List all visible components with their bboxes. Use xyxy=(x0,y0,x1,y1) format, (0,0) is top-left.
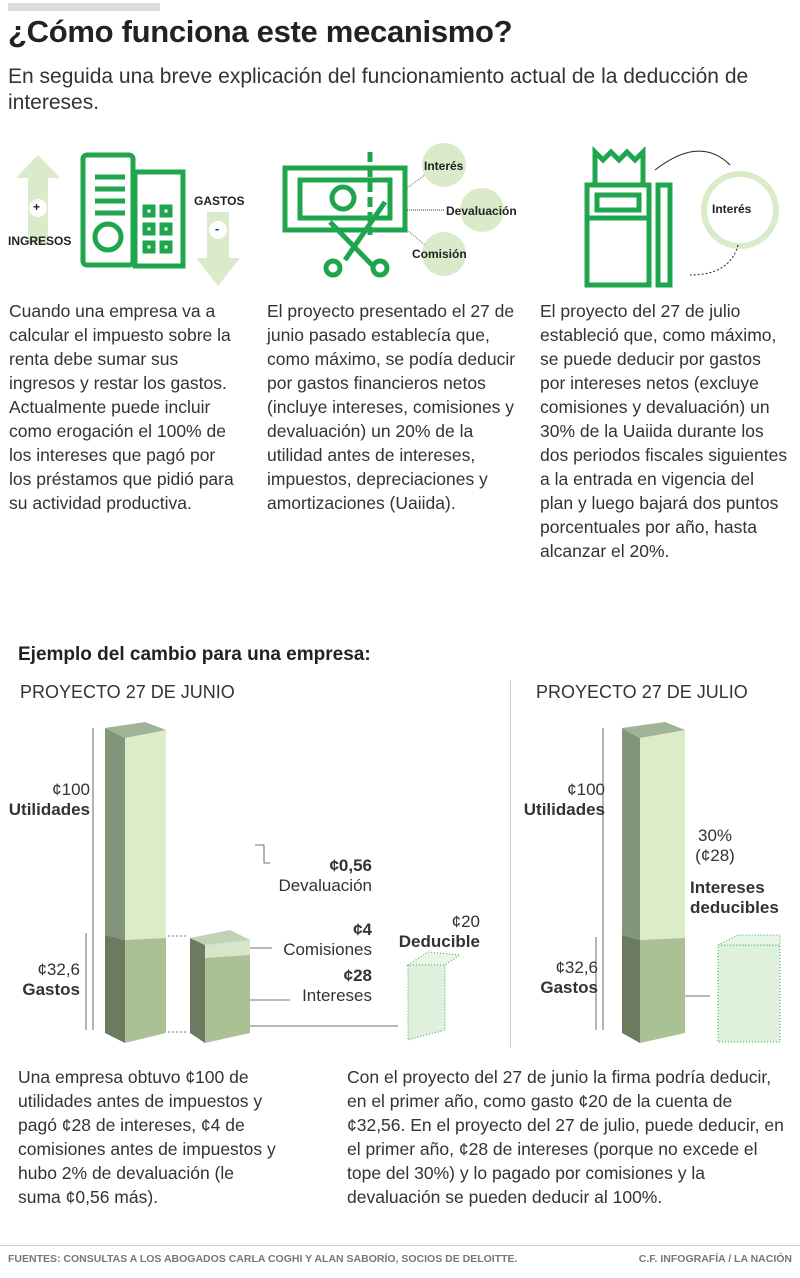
top-accent-bar xyxy=(8,3,160,11)
july-deducible-box xyxy=(717,934,781,1043)
bars-diagram xyxy=(85,722,781,1043)
invoice-calculator-icon xyxy=(80,152,186,269)
example-paragraph-left: Una empresa obtuvo ¢100 de utilidades an… xyxy=(18,1067,276,1207)
gastos-label: GASTOS xyxy=(194,194,245,208)
july-deducibles-label: Intereses deducibles xyxy=(690,878,779,917)
june-utilidades-bar xyxy=(105,722,166,1043)
concept-bubbles xyxy=(406,143,504,276)
cash-register-icon xyxy=(584,145,673,288)
bubble-devaluacion: Devaluación xyxy=(446,204,517,218)
bracket-lines xyxy=(85,728,710,1033)
footer-sources: FUENTES: CONSULTAS A LOS ABOGADOS CARLA … xyxy=(8,1253,518,1265)
explanation-june: El proyecto presentado el 27 de junio pa… xyxy=(267,301,516,513)
july-project-title: PROYECTO 27 DE JULIO xyxy=(536,682,748,702)
minus-sign: - xyxy=(215,222,219,236)
july-utilidades-bar xyxy=(622,722,685,1043)
example-heading: Ejemplo del cambio para una empresa: xyxy=(18,644,371,665)
june-project-title: PROYECTO 27 DE JUNIO xyxy=(20,682,235,702)
page-title: ¿Cómo funciona este mecanismo? xyxy=(8,14,513,49)
bubble-interes-cycle: Interés xyxy=(712,202,752,216)
plus-sign: + xyxy=(33,200,41,214)
june-gastos-label: ¢32,6 Gastos xyxy=(22,960,80,999)
cut-money-icon xyxy=(282,152,408,278)
intereses-label: ¢28 Intereses xyxy=(302,966,372,1005)
devaluacion-label: ¢0,56 Devaluación xyxy=(278,856,372,895)
explanation-july: El proyecto del 27 de julio estableció q… xyxy=(540,301,788,561)
icons-row xyxy=(16,143,779,288)
july-utilidades-label: ¢100 Utilidades xyxy=(523,780,605,819)
footer-divider xyxy=(0,1245,800,1246)
deducible-label: ¢20 Deducible xyxy=(398,912,480,951)
explanation-current: Cuando una empresa va a calcular el impu… xyxy=(9,301,234,513)
ingresos-label: INGRESOS xyxy=(8,234,72,248)
june-utilidades-label: ¢100 Utilidades xyxy=(8,780,90,819)
comisiones-label: ¢4 Comisiones xyxy=(283,920,372,959)
july-gastos-label: ¢32,6 Gastos xyxy=(540,958,598,997)
example-paragraph-right: Con el proyecto del 27 de junio la firma… xyxy=(347,1067,784,1207)
interes-cycle-icon xyxy=(654,150,779,276)
june-deducible-box xyxy=(406,951,462,1041)
gastos-down-arrow-icon xyxy=(196,212,240,286)
july-pct-label: 30% (¢28) xyxy=(695,826,735,865)
bubble-comision: Comisión xyxy=(412,247,467,261)
june-gastos-bar xyxy=(190,930,250,1043)
ingresos-up-arrow-icon xyxy=(16,155,60,245)
footer-credit: C.F. INFOGRAFÍA / LA NACIÓN xyxy=(638,1253,792,1265)
bubble-interes: Interés xyxy=(424,159,464,173)
divider xyxy=(510,680,511,1048)
subtitle: En seguida una breve explicación del fun… xyxy=(8,65,749,114)
